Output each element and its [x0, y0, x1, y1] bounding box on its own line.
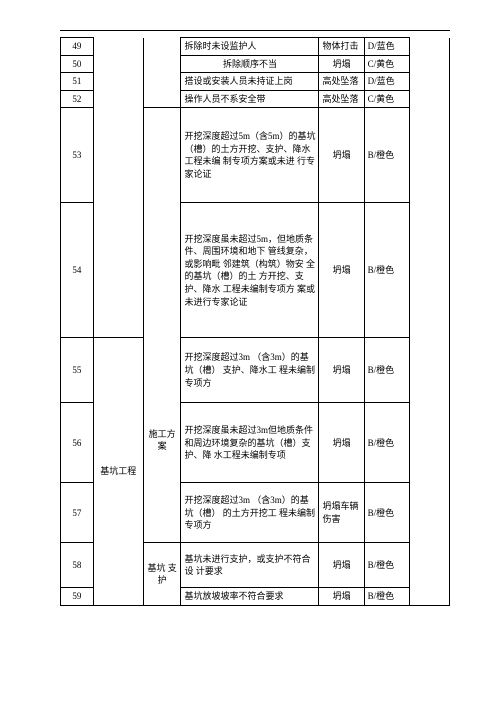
row-desc: 开挖深度超过5m（含5m）的基坑（槽）的土方开挖、支护、降水工程未编 制专项方案… — [181, 108, 319, 203]
hazard-table: 49 拆除时未设监护人 物体打击 D/蓝色 50 拆除顺序不当 坍塌 C/黄色 … — [60, 37, 450, 606]
row-num: 50 — [61, 55, 94, 73]
row-num: 58 — [61, 543, 94, 588]
row-hazard: 坍塌 — [319, 338, 364, 403]
row-desc: 基坑未进行支护，或支护不符合设 计要求 — [181, 543, 319, 588]
row-desc: 基坑放坡坡率不符合要求 — [181, 588, 319, 606]
subcat-cell-blank2 — [143, 108, 181, 338]
row-num: 57 — [61, 483, 94, 543]
row-hazard: 坍塌 — [319, 588, 364, 606]
row-risk: B/橙色 — [364, 338, 409, 403]
row-risk: B/橙色 — [364, 483, 409, 543]
row-risk: C/黄色 — [364, 55, 409, 73]
row-num: 49 — [61, 38, 94, 56]
row-desc: 开挖深度虽未超过3m但地质条件和周边环境复杂的基坑（槽）支护、降 水工程未编制专… — [181, 403, 319, 483]
row-hazard: 高处坠落 — [319, 73, 364, 91]
row-risk: C/黄色 — [364, 90, 409, 108]
row-desc: 开挖深度虽未超过5m，但地质条件、周围环境和地下 管线复杂，或影响毗 邻建筑（构… — [181, 203, 319, 338]
table-row: 55 基坑工程 施工方案 开挖深度超过3m （含3m）的基坑（槽） 支护、降水工… — [61, 338, 450, 403]
row-num: 52 — [61, 90, 94, 108]
subcat-cell: 施工方案 — [143, 338, 181, 543]
row-num: 56 — [61, 403, 94, 483]
row-desc: 开挖深度超过3m （含3m）的基坑（槽） 支护、降水工 程未编制专项方 — [181, 338, 319, 403]
row-num: 51 — [61, 73, 94, 91]
row-num: 53 — [61, 108, 94, 203]
row-hazard: 高处坠落 — [319, 90, 364, 108]
row-hazard: 坍塌 — [319, 543, 364, 588]
row-desc: 拆除顺序不当 — [181, 55, 319, 73]
row-hazard: 坍塌 — [319, 55, 364, 73]
note-cell-blank — [409, 38, 449, 606]
row-risk: B/橙色 — [364, 588, 409, 606]
row-desc: 操作人员不系安全带 — [181, 90, 319, 108]
row-risk: D/蓝色 — [364, 73, 409, 91]
row-num: 54 — [61, 203, 94, 338]
row-hazard: 坍塌 — [319, 403, 364, 483]
row-hazard: 坍塌车辆伤害 — [319, 483, 364, 543]
row-hazard: 物体打击 — [319, 38, 364, 56]
row-risk: B/橙色 — [364, 543, 409, 588]
table-row: 49 拆除时未设监护人 物体打击 D/蓝色 — [61, 38, 450, 56]
row-num: 55 — [61, 338, 94, 403]
row-risk: D/蓝色 — [364, 38, 409, 56]
subcat-cell2: 基坑 支护 — [143, 543, 181, 606]
row-desc: 搭设或安装人员未持证上岗 — [181, 73, 319, 91]
row-hazard: 坍塌 — [319, 203, 364, 338]
category-cell: 基坑工程 — [93, 338, 143, 606]
row-hazard: 坍塌 — [319, 108, 364, 203]
category-cell-blank — [93, 38, 143, 338]
page: { "rows": [ { "num": "49", "desc": "拆除时未… — [0, 0, 500, 707]
row-desc: 拆除时未设监护人 — [181, 38, 319, 56]
row-risk: B/橙色 — [364, 108, 409, 203]
subcat-cell-blank — [143, 38, 181, 108]
row-risk: B/橙色 — [364, 403, 409, 483]
top-rule — [60, 30, 450, 31]
row-num: 59 — [61, 588, 94, 606]
row-desc: 开挖深度超过3m （含3m）的基坑（槽） 的土方开挖工 程未编制专项方 — [181, 483, 319, 543]
row-risk: B/橙色 — [364, 203, 409, 338]
